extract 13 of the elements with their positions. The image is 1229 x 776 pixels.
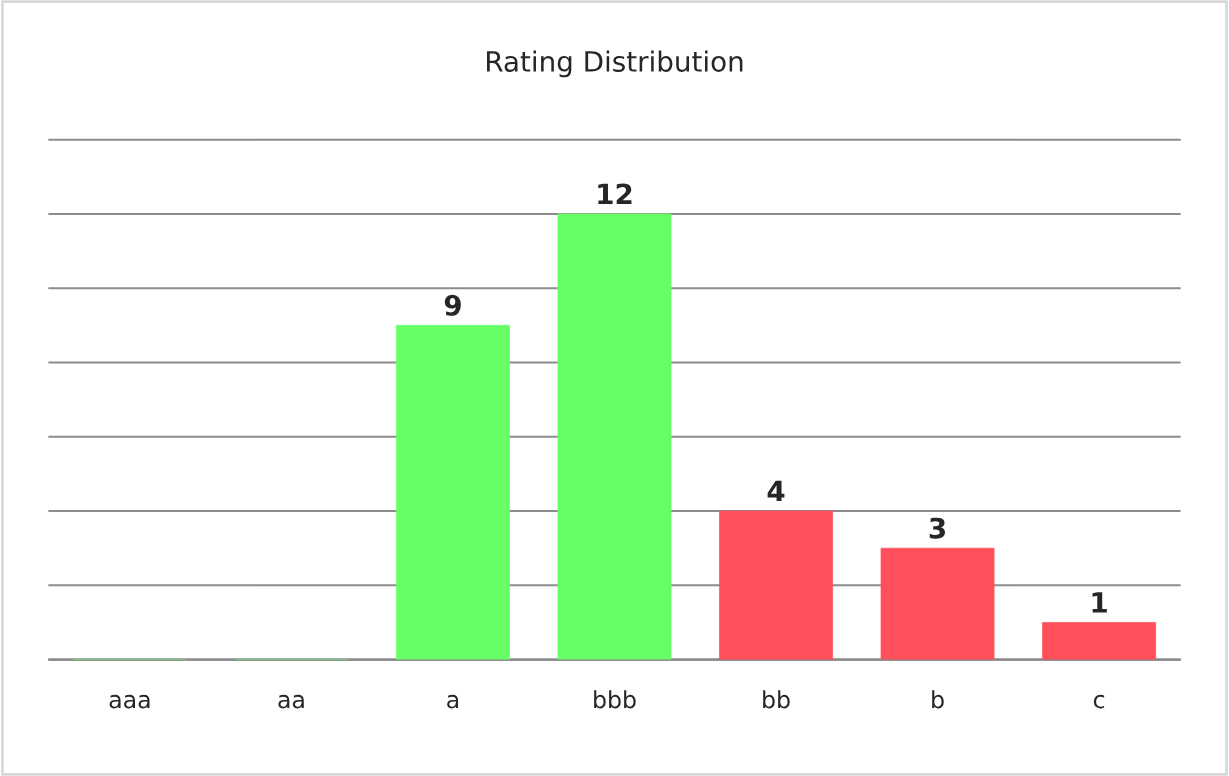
x-tick-label: a [447,694,459,709]
data-label: 3 [929,517,946,539]
chart-title: Rating Distribution [487,50,743,78]
data-label: 9 [444,294,461,316]
x-tick-label: aaa [109,694,150,709]
x-tick-label: bb [763,690,790,709]
x-tick-label: c [1093,694,1105,709]
data-label: 1 [1092,592,1107,613]
x-tick-label: aa [278,694,304,709]
data-label: 12 [598,183,632,205]
data-label: 4 [767,480,785,502]
x-tick-label: b [932,690,944,709]
x-tick-label: bbb [594,690,636,709]
